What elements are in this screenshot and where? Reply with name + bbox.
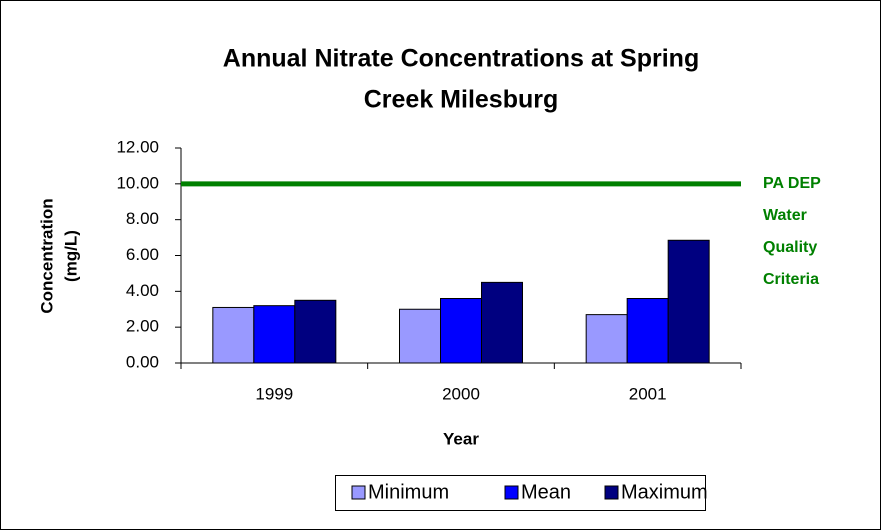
x-tick-label: 1999 — [255, 384, 293, 403]
reference-label: Criteria — [763, 271, 819, 288]
reference-label: PA DEP — [763, 175, 821, 192]
bar — [399, 308, 441, 364]
x-tick-label: 2001 — [629, 384, 667, 403]
y-axis-label: Concentration — [37, 198, 56, 313]
bar — [481, 281, 523, 364]
legend-box — [335, 475, 706, 511]
x-tick-label: 2000 — [442, 384, 480, 403]
bar — [294, 299, 337, 364]
bar — [253, 305, 296, 364]
chart-title: Annual Nitrate Concentrations at Spring — [223, 45, 699, 73]
legend-swatch — [504, 485, 519, 500]
y-tick-label: 6.00 — [126, 245, 159, 264]
legend-label: Mean — [521, 481, 571, 503]
legend-label: Minimum — [368, 481, 449, 503]
y-tick-label: 12.00 — [116, 137, 159, 156]
y-tick-label: 2.00 — [126, 317, 159, 336]
chart-title: Creek Milesburg — [364, 86, 559, 114]
x-axis-label: Year — [443, 429, 479, 448]
bar — [212, 306, 255, 364]
y-tick-label: 8.00 — [126, 209, 159, 228]
reference-label: Water — [763, 207, 807, 224]
legend-swatch — [604, 485, 619, 500]
y-tick-label: 0.00 — [126, 352, 159, 371]
bar — [440, 298, 482, 364]
reference-label: Quality — [763, 239, 817, 256]
bar — [585, 314, 628, 364]
legend-swatch — [351, 485, 366, 500]
y-tick-label: 4.00 — [126, 281, 159, 300]
y-axis-label: (mg/L) — [61, 230, 80, 282]
bar — [626, 298, 669, 364]
y-tick-label: 10.00 — [116, 173, 159, 192]
bar — [667, 239, 710, 364]
legend-label: Maximum — [621, 481, 708, 503]
